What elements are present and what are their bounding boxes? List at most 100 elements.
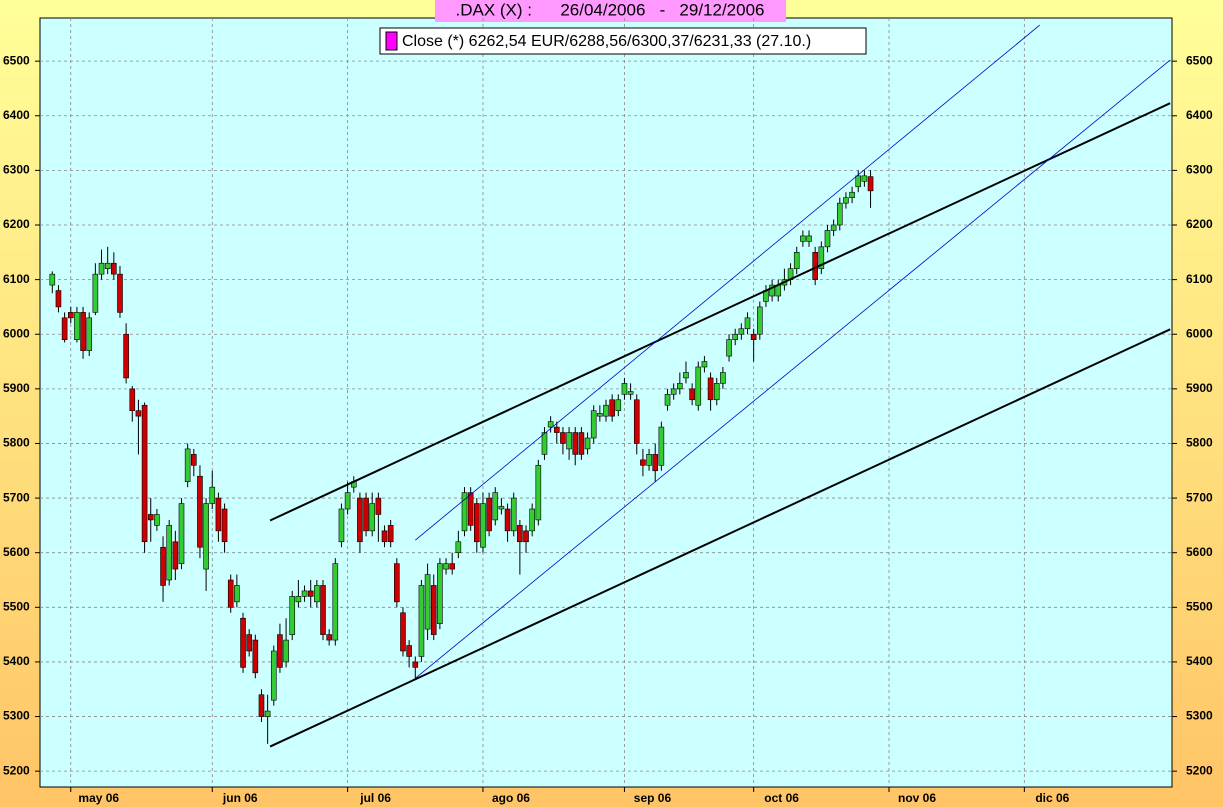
y2-tick-label: 5300 — [1186, 709, 1213, 723]
candle-body — [646, 454, 652, 466]
candle-body — [615, 399, 622, 411]
candle-body — [394, 563, 400, 603]
candle-body — [387, 525, 394, 543]
candle-body — [572, 432, 579, 455]
x-tick-label: sep 06 — [634, 791, 672, 805]
candle-body — [547, 421, 554, 428]
candle-body — [381, 530, 388, 543]
candle-body — [726, 339, 732, 357]
legend-swatch — [385, 31, 398, 51]
y-tick-label: 6200 — [3, 217, 30, 231]
candle-body — [498, 505, 505, 510]
candle-body — [166, 525, 172, 581]
candle-body — [633, 399, 640, 444]
candle-body — [861, 175, 868, 182]
candle-body — [474, 503, 480, 543]
candle-body — [104, 262, 111, 269]
candle-body — [74, 312, 80, 340]
candle-body — [320, 585, 326, 635]
candle-body — [289, 596, 296, 635]
candle-body — [566, 432, 572, 450]
candle-body — [412, 661, 419, 668]
candle-body — [197, 475, 203, 548]
candle-body — [369, 503, 376, 532]
candle-body — [578, 432, 585, 455]
candle-body — [603, 404, 609, 417]
candle-body — [744, 317, 751, 330]
candle-body — [480, 503, 486, 548]
candle-body — [677, 383, 683, 390]
candle-body — [461, 492, 468, 532]
candle-body — [154, 514, 160, 526]
y-tick-label: 5400 — [3, 654, 30, 668]
candle-body — [160, 546, 166, 586]
legend-box — [379, 27, 867, 55]
y-tick-label: 6500 — [3, 53, 30, 67]
candle-body — [301, 590, 308, 597]
candle-body — [818, 246, 825, 269]
candle-body — [326, 634, 332, 641]
y-tick-label: 5600 — [3, 545, 30, 559]
candle-body — [535, 465, 542, 521]
candle-body — [277, 634, 283, 668]
y2-tick-label: 6500 — [1186, 53, 1213, 67]
candle-body — [553, 426, 560, 433]
candle-body — [769, 284, 775, 297]
candle-body — [757, 306, 763, 335]
candle-body — [793, 252, 800, 269]
candle-body — [283, 639, 289, 663]
candle-body — [123, 333, 129, 379]
candle-body — [689, 388, 695, 401]
candle-body — [707, 377, 714, 401]
candle-body — [295, 596, 302, 603]
y-tick-label: 5300 — [3, 709, 30, 723]
y2-tick-label: 5900 — [1186, 381, 1213, 395]
candle-body — [191, 454, 197, 466]
candle-body — [178, 503, 185, 564]
candle-body — [418, 585, 425, 657]
trend-line — [269, 328, 1171, 748]
y-tick-label: 5500 — [3, 599, 30, 613]
candle-body — [437, 563, 443, 624]
candle-body — [738, 328, 745, 335]
candle-body — [307, 590, 314, 597]
candle-body — [683, 372, 689, 379]
candle-body — [824, 230, 831, 248]
trend-line — [269, 102, 1171, 522]
candle-body — [640, 459, 646, 466]
y2-tick-label: 6000 — [1186, 326, 1213, 340]
candle-body — [117, 273, 123, 313]
y-tick-label: 6100 — [3, 272, 30, 286]
y-tick-label: 6300 — [3, 163, 30, 177]
x-tick-label: jul 06 — [359, 791, 391, 805]
candle-body — [806, 235, 812, 242]
candle-body — [670, 388, 677, 395]
x-tick-label: nov 06 — [898, 791, 936, 805]
candle-body — [67, 312, 74, 319]
y-tick-label: 5700 — [3, 490, 30, 504]
candle-body — [184, 448, 191, 482]
candle-body — [467, 492, 474, 526]
candle-body — [455, 541, 462, 553]
candle-body — [135, 410, 142, 417]
y2-tick-label: 5500 — [1186, 599, 1213, 613]
y-tick-label: 5900 — [3, 381, 30, 395]
chart-title: .DAX (X) : 26/04/2006 - 29/12/2006 — [455, 0, 764, 19]
candle-body — [720, 372, 726, 384]
y2-tick-label: 6300 — [1186, 163, 1213, 177]
candle-body — [849, 191, 855, 198]
y2-tick-label: 6100 — [1186, 272, 1213, 286]
candle-body — [80, 312, 86, 351]
candle-body — [252, 639, 259, 674]
candle-body — [597, 413, 603, 417]
y-tick-label: 6400 — [3, 108, 30, 122]
y2-tick-label: 5800 — [1186, 436, 1213, 450]
candle-body — [141, 404, 148, 543]
x-tick-label: oct 06 — [764, 791, 799, 805]
candle-body — [510, 497, 517, 532]
x-tick-label: ago 06 — [492, 791, 530, 805]
candle-body — [867, 176, 874, 192]
candle-body — [627, 391, 634, 395]
candle-body — [49, 273, 56, 286]
